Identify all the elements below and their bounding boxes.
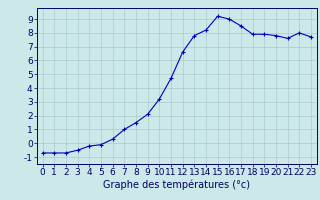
X-axis label: Graphe des températures (°c): Graphe des températures (°c): [103, 180, 250, 190]
